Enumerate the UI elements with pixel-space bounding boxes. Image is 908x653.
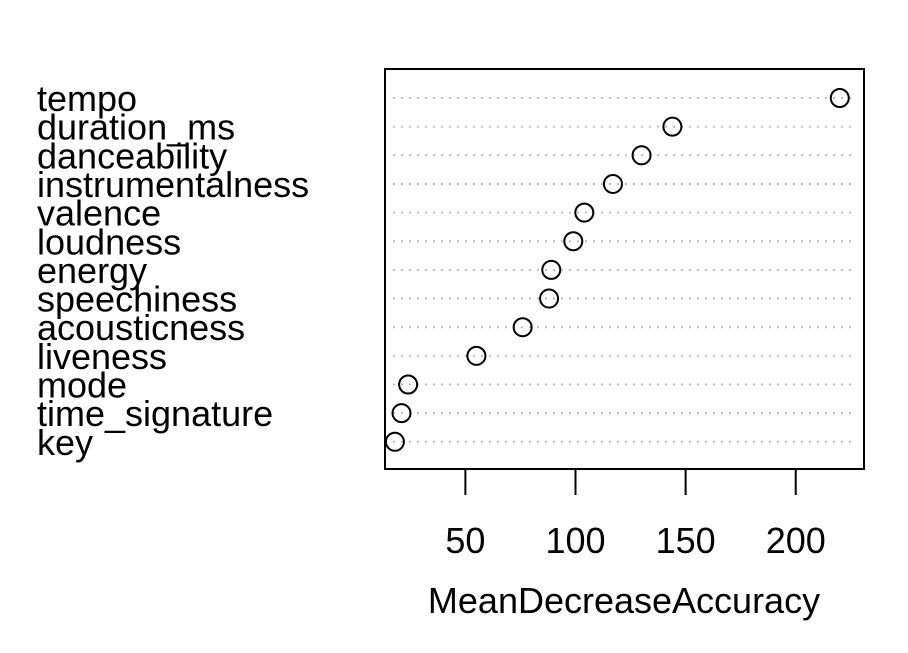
- category-label: tempo: [37, 78, 137, 119]
- category-label: mode: [37, 365, 127, 406]
- category-labels: tempoduration_msdanceabilityinstrumental…: [37, 78, 309, 463]
- data-point: [539, 288, 560, 309]
- category-label: acousticness: [37, 307, 245, 348]
- x-tick-label: 150: [656, 520, 716, 561]
- category-label: duration_ms: [37, 107, 235, 148]
- category-label: key: [37, 422, 93, 463]
- x-tick-label: 200: [766, 520, 826, 561]
- x-axis: 50 100 150 200: [445, 469, 826, 561]
- data-point: [563, 231, 584, 252]
- category-label: valence: [37, 193, 161, 234]
- data-point: [662, 116, 683, 137]
- data-point: [398, 374, 419, 395]
- data-point: [631, 145, 652, 166]
- data-point: [466, 345, 487, 366]
- grid-lines: [393, 97, 857, 443]
- data-point: [829, 88, 850, 108]
- category-label: loudness: [37, 221, 181, 262]
- data-point: [574, 202, 595, 223]
- data-point: [541, 259, 562, 280]
- x-tick-label: 50: [445, 520, 485, 561]
- data-point: [602, 173, 623, 194]
- category-label: time_signature: [37, 393, 273, 434]
- x-axis-title: MeanDecreaseAccuracy: [428, 580, 820, 621]
- plot-frame: [384, 68, 865, 470]
- data-point: [512, 317, 533, 338]
- category-label: liveness: [37, 336, 167, 377]
- data-points: [384, 88, 850, 452]
- category-label: instrumentalness: [37, 164, 309, 205]
- category-label: energy: [37, 250, 147, 291]
- data-point: [391, 403, 412, 424]
- x-tick-label: 100: [545, 520, 605, 561]
- category-label: danceability: [37, 135, 227, 176]
- category-label: speechiness: [37, 279, 237, 320]
